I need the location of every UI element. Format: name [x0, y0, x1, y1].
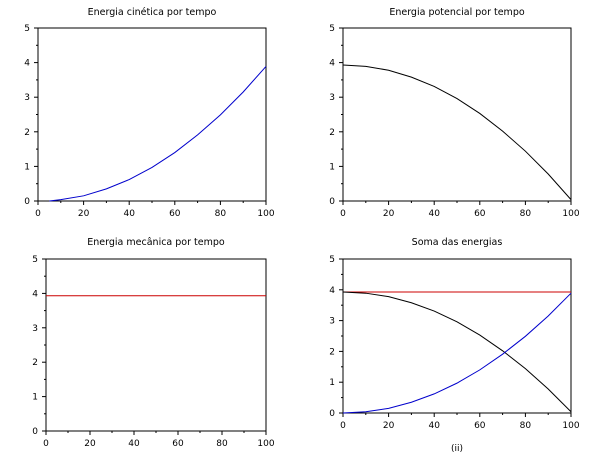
plot-frame: [342, 27, 572, 202]
x-tick-label: 20: [383, 209, 395, 219]
y-tick-label: 2: [24, 128, 30, 138]
y-tick-label: 1: [32, 393, 38, 403]
plot-frame: [342, 258, 572, 414]
x-tick-label: 0: [35, 209, 41, 219]
x-tick-label: 60: [474, 421, 486, 431]
y-tick-label: 3: [24, 93, 30, 103]
figure-caption: (ii): [451, 444, 463, 454]
y-tick-label: 5: [329, 255, 335, 265]
plot-title: Energia potencial por tempo: [389, 7, 525, 18]
plot-title: Energia cinética por tempo: [88, 7, 217, 18]
plot-title: Soma das energias: [412, 237, 503, 248]
x-tick-label: 0: [340, 209, 346, 219]
y-tick-label: 5: [329, 24, 335, 34]
x-tick-label: 80: [520, 421, 532, 431]
x-tick-label: 40: [428, 421, 440, 431]
x-tick-label: 40: [123, 209, 135, 219]
x-tick-label: 0: [43, 439, 49, 449]
x-tick-label: 60: [172, 439, 184, 449]
plot-kinetic-energy: Energia cinética por tempo 0 20 40 60 80 100 0…: [24, 7, 275, 219]
x-tick-label: 0: [340, 421, 346, 431]
y-tick-label: 3: [329, 317, 335, 327]
y-tick-label: 0: [32, 427, 38, 437]
x-tick-label: 40: [128, 439, 140, 449]
plot-energy-sum: Soma das energias 0 20 40 60 80 100 0 1 2 3 4 5: [329, 237, 580, 431]
series-line: [49, 66, 267, 202]
y-tick-label: 4: [329, 59, 335, 69]
series-line: [342, 64, 572, 200]
x-tick-label: 60: [474, 209, 486, 219]
y-tick-label: 3: [329, 93, 335, 103]
x-tick-label: 100: [257, 209, 274, 219]
x-tick-label: 100: [562, 421, 579, 431]
plot-title: Energia mecânica por tempo: [87, 237, 225, 248]
y-tick-label: 4: [24, 59, 30, 69]
x-tick-label: 60: [169, 209, 181, 219]
plot-frame: [45, 258, 267, 432]
x-tick-label: 100: [562, 209, 579, 219]
y-tick-label: 0: [329, 197, 335, 207]
y-tick-label: 4: [329, 286, 335, 296]
y-tick-label: 4: [32, 289, 38, 299]
plot-frame: [37, 27, 267, 202]
x-tick-label: 40: [428, 209, 440, 219]
x-tick-label: 80: [520, 209, 532, 219]
x-tick-label: 80: [216, 439, 228, 449]
x-tick-label: 20: [84, 439, 96, 449]
plot-potential-energy: Energia potencial por tempo 0 20 40 60 80 100…: [329, 7, 580, 219]
y-tick-label: 0: [24, 197, 30, 207]
y-tick-label: 1: [24, 162, 30, 172]
y-tick-label: 5: [24, 24, 30, 34]
series-line: [342, 291, 572, 413]
plot-mechanical-energy: Energia mecânica por tempo 0 20 40 60 80 100 0…: [32, 237, 275, 449]
x-tick-label: 20: [383, 421, 395, 431]
y-tick-label: 2: [32, 358, 38, 368]
y-tick-label: 1: [329, 378, 335, 388]
series-line: [342, 292, 572, 414]
y-tick-label: 5: [32, 255, 38, 265]
y-tick-label: 3: [32, 324, 38, 334]
y-tick-label: 0: [329, 409, 335, 419]
y-tick-label: 2: [329, 347, 335, 357]
y-tick-label: 1: [329, 162, 335, 172]
x-tick-label: 80: [215, 209, 227, 219]
y-tick-label: 2: [329, 128, 335, 138]
x-tick-label: 100: [257, 439, 274, 449]
x-tick-label: 20: [78, 209, 90, 219]
